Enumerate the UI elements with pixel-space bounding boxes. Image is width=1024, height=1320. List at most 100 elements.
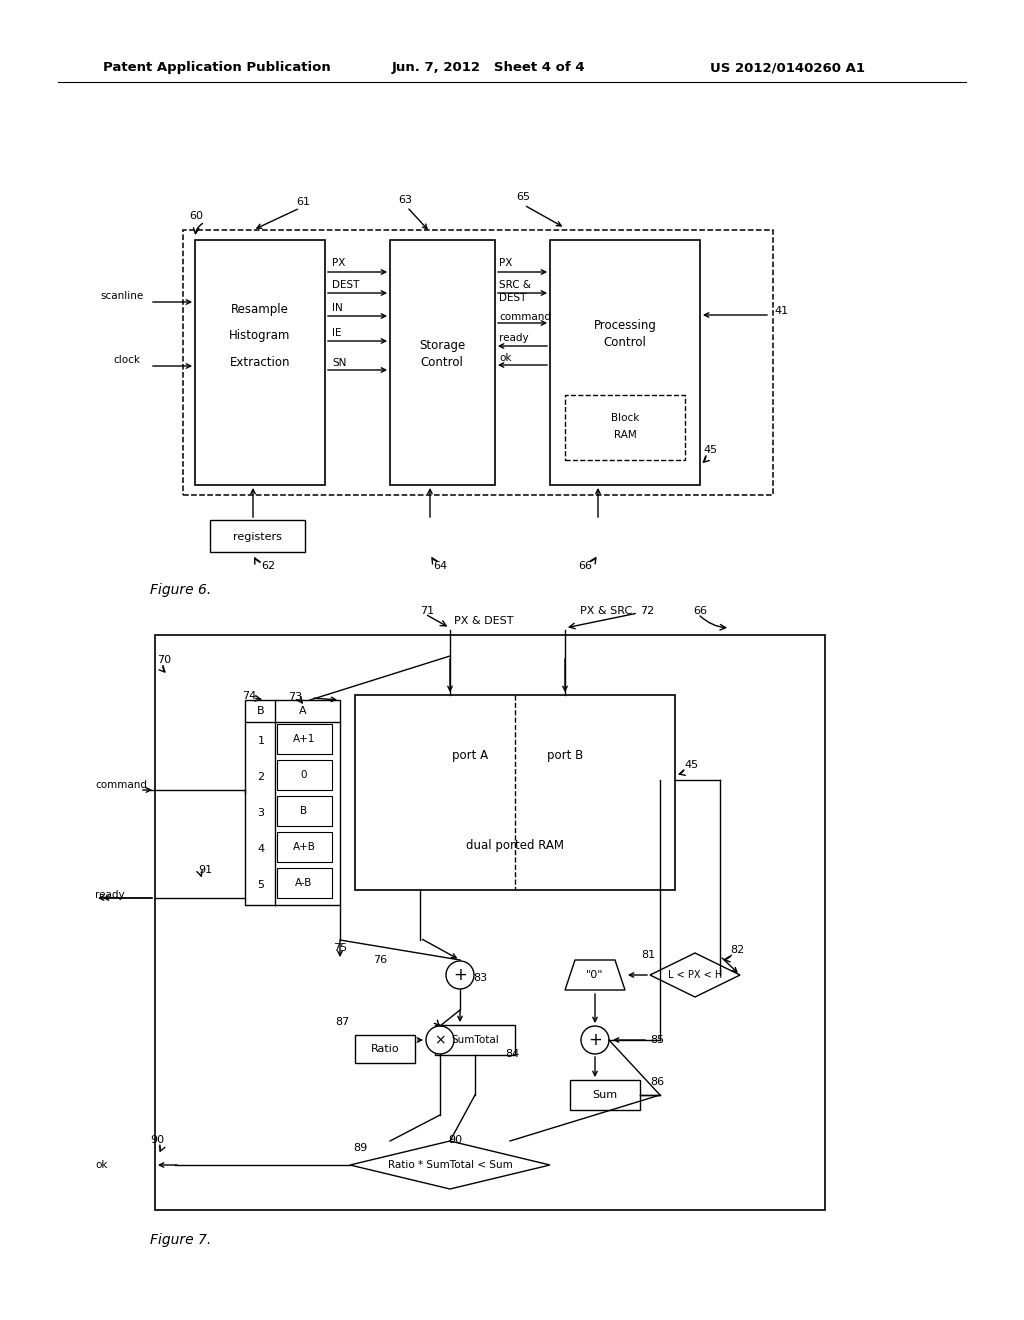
Bar: [565, 395, 685, 459]
Text: Control: Control: [421, 356, 464, 370]
Text: scanline: scanline: [100, 290, 143, 301]
Text: command: command: [499, 312, 551, 322]
Text: port B: port B: [547, 748, 583, 762]
Text: 45: 45: [684, 760, 698, 770]
Text: Figure 7.: Figure 7.: [150, 1233, 211, 1247]
Bar: [355, 696, 675, 890]
Text: IE: IE: [332, 327, 341, 338]
Text: SN: SN: [332, 358, 346, 368]
Text: PX: PX: [332, 257, 345, 268]
Text: PX: PX: [499, 257, 512, 268]
Text: 2: 2: [257, 772, 264, 781]
Bar: [195, 240, 325, 484]
Text: 63: 63: [398, 195, 412, 205]
Text: 90: 90: [150, 1135, 164, 1144]
Text: Patent Application Publication: Patent Application Publication: [103, 62, 331, 74]
Text: B: B: [300, 807, 307, 816]
Text: DEST: DEST: [332, 280, 359, 290]
Text: 86: 86: [650, 1077, 665, 1086]
Bar: [245, 700, 340, 906]
Text: 64: 64: [433, 561, 447, 572]
Bar: [155, 635, 825, 1210]
Text: SumTotal: SumTotal: [452, 1035, 499, 1045]
Bar: [550, 240, 700, 484]
Text: PX & DEST: PX & DEST: [454, 616, 513, 626]
Text: 45: 45: [703, 445, 717, 455]
Bar: [278, 869, 332, 898]
Text: ×: ×: [434, 1034, 445, 1047]
Text: 0: 0: [301, 770, 307, 780]
Text: 83: 83: [473, 973, 487, 983]
Text: DEST: DEST: [499, 293, 526, 304]
Text: 72: 72: [640, 606, 654, 616]
Text: US 2012/0140260 A1: US 2012/0140260 A1: [710, 62, 865, 74]
Bar: [435, 1026, 515, 1055]
Text: A-B: A-B: [295, 878, 312, 888]
Text: 1: 1: [257, 737, 264, 746]
Text: 71: 71: [420, 606, 434, 616]
Text: Histogram: Histogram: [229, 329, 291, 342]
Bar: [278, 832, 332, 862]
Polygon shape: [565, 960, 625, 990]
Text: 65: 65: [516, 191, 530, 202]
Text: B: B: [257, 706, 265, 715]
Text: command: command: [95, 780, 147, 789]
Text: dual ported RAM: dual ported RAM: [466, 838, 564, 851]
Text: Ratio * SumTotal < Sum: Ratio * SumTotal < Sum: [388, 1160, 512, 1170]
Text: 5: 5: [257, 880, 264, 890]
Text: ready: ready: [499, 333, 528, 343]
Bar: [278, 723, 332, 754]
Circle shape: [426, 1026, 454, 1053]
Text: 81: 81: [641, 950, 655, 960]
Text: Control: Control: [603, 337, 646, 350]
Circle shape: [446, 961, 474, 989]
Text: 41: 41: [774, 306, 788, 315]
Text: "0": "0": [587, 970, 604, 979]
Text: Extraction: Extraction: [229, 355, 290, 368]
Text: Block: Block: [610, 413, 639, 422]
Text: Processing: Processing: [594, 318, 656, 331]
Text: 62: 62: [261, 561, 275, 572]
Text: A+1: A+1: [293, 734, 315, 744]
Text: 75: 75: [333, 942, 347, 953]
Text: ok: ok: [499, 352, 512, 363]
Text: Ratio: Ratio: [371, 1044, 399, 1053]
Text: IN: IN: [332, 304, 343, 313]
Text: +: +: [453, 966, 467, 983]
Bar: [183, 230, 773, 495]
Text: 4: 4: [257, 843, 264, 854]
Text: SRC &: SRC &: [499, 280, 531, 290]
Bar: [210, 520, 305, 552]
Text: 70: 70: [157, 655, 171, 665]
Text: ready: ready: [95, 890, 125, 900]
Polygon shape: [650, 953, 740, 997]
Text: 60: 60: [189, 211, 203, 220]
Bar: [355, 1035, 415, 1063]
Text: clock: clock: [113, 355, 140, 366]
Text: registers: registers: [232, 532, 282, 543]
Text: 74: 74: [242, 690, 256, 701]
Text: ok: ok: [95, 1160, 108, 1170]
Text: 90: 90: [447, 1135, 462, 1144]
Text: Figure 6.: Figure 6.: [150, 583, 211, 597]
Text: 66: 66: [693, 606, 707, 616]
Text: port A: port A: [452, 748, 488, 762]
Circle shape: [581, 1026, 609, 1053]
Text: 84: 84: [505, 1049, 519, 1059]
Text: 76: 76: [373, 954, 387, 965]
Text: 82: 82: [730, 945, 744, 954]
Bar: [390, 240, 495, 484]
Text: Jun. 7, 2012   Sheet 4 of 4: Jun. 7, 2012 Sheet 4 of 4: [392, 62, 586, 74]
Text: 73: 73: [288, 692, 302, 702]
Bar: [278, 760, 332, 789]
Text: L < PX < H: L < PX < H: [668, 970, 722, 979]
Text: A: A: [299, 706, 307, 715]
Text: 87: 87: [336, 1016, 350, 1027]
Bar: [278, 796, 332, 826]
Text: Sum: Sum: [593, 1090, 617, 1100]
Bar: [570, 1080, 640, 1110]
Text: 91: 91: [198, 865, 212, 875]
Text: +: +: [588, 1031, 602, 1049]
Text: Storage: Storage: [419, 338, 465, 351]
Text: 61: 61: [296, 197, 310, 207]
